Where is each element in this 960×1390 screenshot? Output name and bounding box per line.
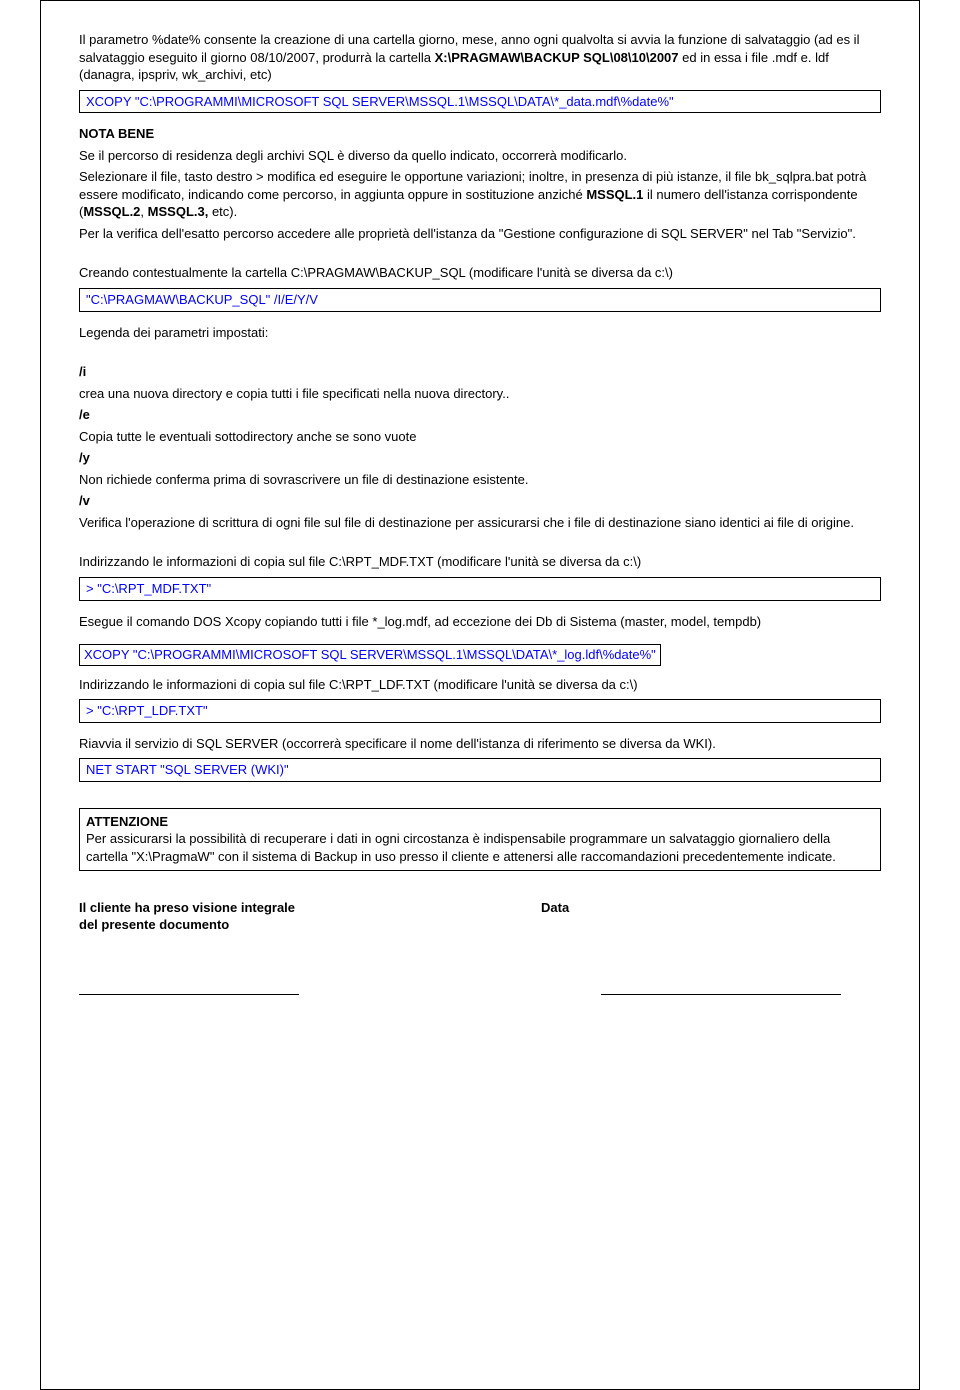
nota-bene-line2: Selezionare il file, tasto destro > modi… xyxy=(79,168,881,221)
intro-paragraph: Il parametro %date% consente la creazion… xyxy=(79,31,881,84)
nota2-mssql3: MSSQL.3, xyxy=(148,204,209,219)
rpt-ldf-text: Indirizzando le informazioni di copia su… xyxy=(79,676,881,694)
signature-line2: del presente documento xyxy=(79,916,541,934)
param-e-desc: Copia tutte le eventuali sottodirectory … xyxy=(79,428,881,446)
signature-underline-right xyxy=(601,994,841,995)
code-net-start: NET START "SQL SERVER (WKI)" xyxy=(79,758,881,782)
xcopy-log-text: Esegue il comando DOS Xcopy copiando tut… xyxy=(79,613,881,631)
signature-lines xyxy=(79,994,881,995)
code-xcopy-data: XCOPY "C:\PROGRAMMI\MICROSOFT SQL SERVER… xyxy=(79,90,881,114)
nota-bene-line3: Per la verifica dell'esatto percorso acc… xyxy=(79,225,881,243)
nota-bene-title: NOTA BENE xyxy=(79,125,881,143)
signature-row: Il cliente ha preso visione integrale de… xyxy=(79,899,881,934)
nota2-text-e: , xyxy=(140,204,147,219)
param-i-title: /i xyxy=(79,363,881,381)
intro-path-bold: X:\PRAGMAW\BACKUP SQL\08\10\2007 xyxy=(435,50,679,65)
rpt-mdf-text: Indirizzando le informazioni di copia su… xyxy=(79,553,881,571)
code-xcopy-log: XCOPY "C:\PROGRAMMI\MICROSOFT SQL SERVER… xyxy=(79,644,661,666)
date-label: Data xyxy=(541,899,881,917)
attention-title: ATTENZIONE xyxy=(86,813,874,831)
code-rpt-mdf: > "C:\RPT_MDF.TXT" xyxy=(79,577,881,601)
signature-underline-left xyxy=(79,994,299,995)
attention-box: ATTENZIONE Per assicurarsi la possibilit… xyxy=(79,808,881,871)
create-folder-text: Creando contestualmente la cartella C:\P… xyxy=(79,264,881,282)
signature-line1: Il cliente ha preso visione integrale xyxy=(79,899,541,917)
param-e-title: /e xyxy=(79,406,881,424)
param-i-desc: crea una nuova directory e copia tutti i… xyxy=(79,385,881,403)
document-page: Il parametro %date% consente la creazion… xyxy=(40,0,920,1390)
code-rpt-ldf: > "C:\RPT_LDF.TXT" xyxy=(79,699,881,723)
attention-body: Per assicurarsi la possibilità di recupe… xyxy=(86,830,874,865)
nota2-mssql2: MSSQL.2 xyxy=(83,204,140,219)
nota2-text-g: etc). xyxy=(208,204,237,219)
nota-bene-line1: Se il percorso di residenza degli archiv… xyxy=(79,147,881,165)
code-backup-sql: "C:\PRAGMAW\BACKUP_SQL" /I/E/Y/V xyxy=(79,288,881,312)
nota2-mssql1: MSSQL.1 xyxy=(586,187,643,202)
param-v-title: /v xyxy=(79,492,881,510)
param-y-desc: Non richiede conferma prima di sovrascri… xyxy=(79,471,881,489)
param-v-desc: Verifica l'operazione di scrittura di og… xyxy=(79,514,881,532)
legend-title: Legenda dei parametri impostati: xyxy=(79,324,881,342)
param-y-title: /y xyxy=(79,449,881,467)
restart-service-text: Riavvia il servizio di SQL SERVER (occor… xyxy=(79,735,881,753)
